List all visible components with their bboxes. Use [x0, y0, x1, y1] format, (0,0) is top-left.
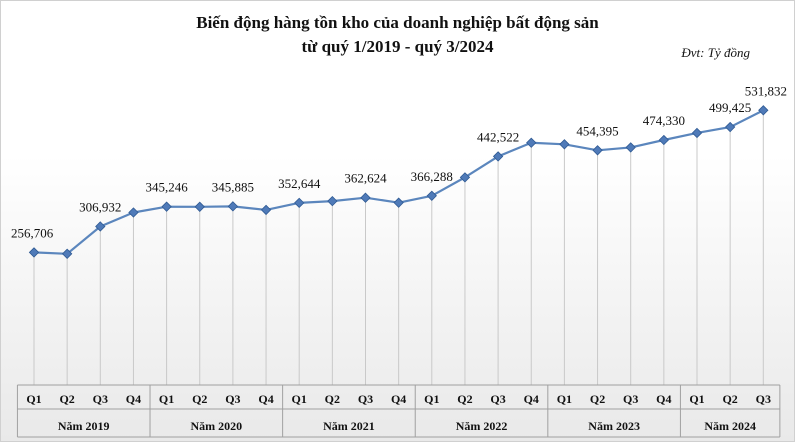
data-point — [161, 201, 172, 212]
x-tick-label: Q4 — [258, 392, 273, 406]
x-group-label: Năm 2022 — [456, 419, 508, 433]
data-point — [360, 192, 371, 203]
data-label: 352,644 — [278, 176, 321, 191]
x-tick-label: Q3 — [358, 392, 373, 406]
data-point — [95, 221, 106, 232]
data-point — [260, 204, 272, 216]
x-tick-label: Q1 — [159, 392, 174, 406]
data-label: 454,395 — [576, 123, 618, 138]
data-point — [128, 207, 139, 218]
data-label: 442,522 — [477, 129, 519, 144]
data-point — [658, 134, 670, 146]
data-label: 366,288 — [411, 169, 453, 184]
x-tick-label: Q1 — [689, 392, 704, 406]
data-point — [492, 151, 504, 162]
x-tick-label: Q3 — [225, 392, 240, 406]
x-group-label: Năm 2024 — [704, 419, 756, 433]
data-label: 306,932 — [79, 199, 121, 214]
data-point — [327, 195, 338, 207]
data-point — [758, 105, 769, 116]
x-tick-label: Q4 — [656, 392, 671, 406]
x-tick-label: Q2 — [722, 392, 737, 406]
x-tick-label: Q1 — [26, 392, 41, 406]
chart-title-line-1: Biến động hàng tồn kho của doanh nghiệp … — [196, 13, 599, 32]
data-point — [28, 247, 40, 258]
data-point — [559, 139, 570, 150]
unit-note: Đvt: Tỷ đồng — [681, 45, 750, 60]
x-tick-label: Q3 — [756, 392, 771, 406]
x-tick-label: Q2 — [192, 392, 207, 406]
x-tick-label: Q3 — [93, 392, 108, 406]
x-tick-label: Q1 — [292, 392, 307, 406]
data-point — [227, 201, 239, 212]
data-label: 345,885 — [212, 179, 254, 194]
data-label: 499,425 — [709, 100, 751, 115]
data-point — [393, 197, 404, 208]
data-point — [526, 137, 537, 148]
data-point — [691, 127, 703, 139]
x-group-label: Năm 2023 — [588, 419, 640, 433]
x-group-label: Năm 2021 — [323, 419, 375, 433]
x-group-label: Năm 2019 — [58, 419, 110, 433]
data-point — [194, 201, 205, 212]
x-tick-label: Q4 — [126, 392, 141, 406]
x-tick-label: Q1 — [557, 392, 572, 406]
x-tick-label: Q2 — [457, 392, 472, 406]
data-point — [625, 142, 636, 153]
data-point — [459, 172, 471, 183]
chart-title-line-2: từ quý 1/2019 - quý 3/2024 — [301, 37, 494, 56]
data-label: 474,330 — [643, 113, 685, 128]
data-label: 345,246 — [145, 180, 188, 195]
data-label: 531,832 — [745, 83, 787, 98]
x-tick-label: Q4 — [524, 392, 539, 406]
x-tick-label: Q1 — [424, 392, 439, 406]
x-group-label: Năm 2020 — [190, 419, 242, 433]
data-label: 362,624 — [344, 171, 387, 186]
data-label: 256,706 — [11, 225, 54, 240]
x-tick-label: Q4 — [391, 392, 406, 406]
data-point — [426, 190, 437, 201]
data-point — [592, 145, 603, 156]
x-tick-label: Q2 — [325, 392, 340, 406]
data-point — [294, 197, 305, 209]
chart-title: Biến động hàng tồn kho của doanh nghiệp … — [1, 11, 794, 59]
x-tick-label: Q2 — [59, 392, 74, 406]
x-tick-label: Q2 — [590, 392, 605, 406]
data-point — [724, 121, 736, 133]
x-tick-label: Q3 — [490, 392, 505, 406]
data-point — [61, 248, 73, 259]
x-tick-label: Q3 — [623, 392, 638, 406]
